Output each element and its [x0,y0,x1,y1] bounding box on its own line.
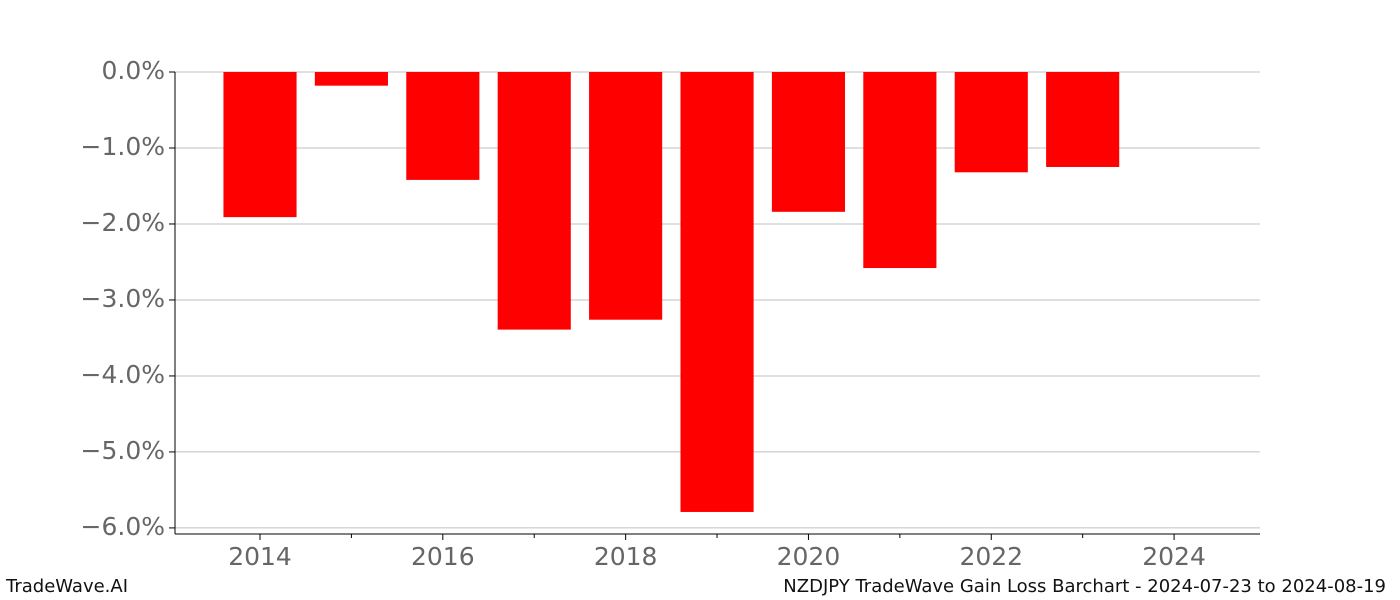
x-tick-label: 2018 [594,542,658,571]
x-tick-label: 2016 [411,542,475,571]
bar [406,72,480,180]
y-tick-label: −2.0% [81,208,165,237]
y-tick-label: −5.0% [81,436,165,465]
y-tick-label: −3.0% [81,284,165,313]
y-tick-label: 0.0% [101,56,165,85]
y-tick-label: −4.0% [81,360,165,389]
chart-title: NZDJPY TradeWave Gain Loss Barchart - 20… [783,576,1386,597]
bar [680,72,754,512]
bar [589,72,663,320]
bar [863,72,937,269]
bar [497,72,571,330]
x-tick-label: 2022 [959,542,1023,571]
x-tick-label: 2024 [1142,542,1206,571]
bar [314,72,388,86]
y-tick-label: −6.0% [81,512,165,541]
x-tick-label: 2014 [228,542,292,571]
x-tick-label: 2020 [777,542,841,571]
bar [954,72,1028,173]
y-tick-label: −1.0% [81,132,165,161]
bar [771,72,846,212]
bar [223,72,297,218]
bar [1046,72,1120,167]
watermark: TradeWave.AI [5,576,128,597]
